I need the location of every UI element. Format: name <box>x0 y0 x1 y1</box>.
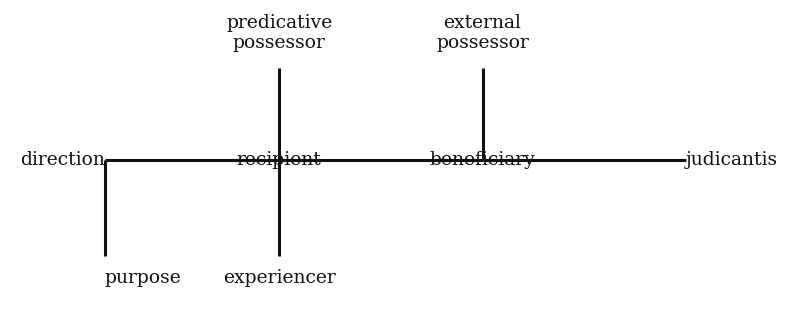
Text: recipient: recipient <box>237 152 322 169</box>
Text: purpose: purpose <box>105 269 182 286</box>
Text: judicantis: judicantis <box>686 152 778 169</box>
Text: direction: direction <box>20 152 105 169</box>
Text: beneficiary: beneficiary <box>429 152 535 169</box>
Text: experiencer: experiencer <box>223 269 335 286</box>
Text: predicative
possessor: predicative possessor <box>226 14 332 52</box>
Text: external
possessor: external possessor <box>436 14 529 52</box>
